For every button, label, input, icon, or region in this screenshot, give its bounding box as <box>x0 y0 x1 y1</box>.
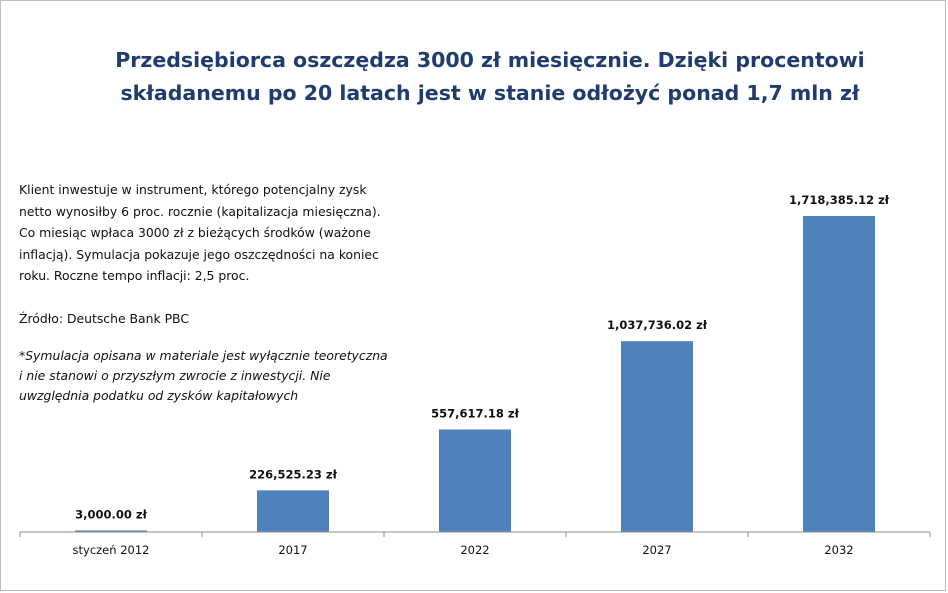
data-label-4: 1,718,385.12 zł <box>789 193 890 207</box>
bar-0 <box>75 530 147 532</box>
chart-title: Przedsiębiorca oszczędza 3000 zł miesięc… <box>60 44 920 110</box>
x-tick-label-0: styczeń 2012 <box>73 543 150 557</box>
source-text: Źródło: Deutsche Bank PBC <box>19 310 189 326</box>
annotation-block: Klient inwestuje w instrument, którego p… <box>19 179 391 406</box>
disclaimer-text: *Symulacja opisana w materiale jest wyłą… <box>19 348 388 403</box>
bar-1 <box>257 490 329 532</box>
x-tick-label-4: 2032 <box>824 543 853 557</box>
x-tick-label-3: 2027 <box>642 543 671 557</box>
chart-title-line-2: składanemu po 20 latach jest w stanie od… <box>120 81 860 105</box>
bar-4 <box>803 216 875 532</box>
x-tick-label-1: 2017 <box>278 543 307 557</box>
x-tick-label-2: 2022 <box>460 543 489 557</box>
bar-3 <box>621 341 693 532</box>
chart-title-line-1: Przedsiębiorca oszczędza 3000 zł miesięc… <box>115 48 865 72</box>
data-label-2: 557,617.18 zł <box>431 406 519 420</box>
bar-2 <box>439 429 511 532</box>
data-label-0: 3,000.00 zł <box>75 508 147 522</box>
data-label-1: 226,525.23 zł <box>249 467 337 481</box>
data-label-3: 1,037,736.02 zł <box>607 318 708 332</box>
description-text: Klient inwestuje w instrument, którego p… <box>19 182 381 283</box>
